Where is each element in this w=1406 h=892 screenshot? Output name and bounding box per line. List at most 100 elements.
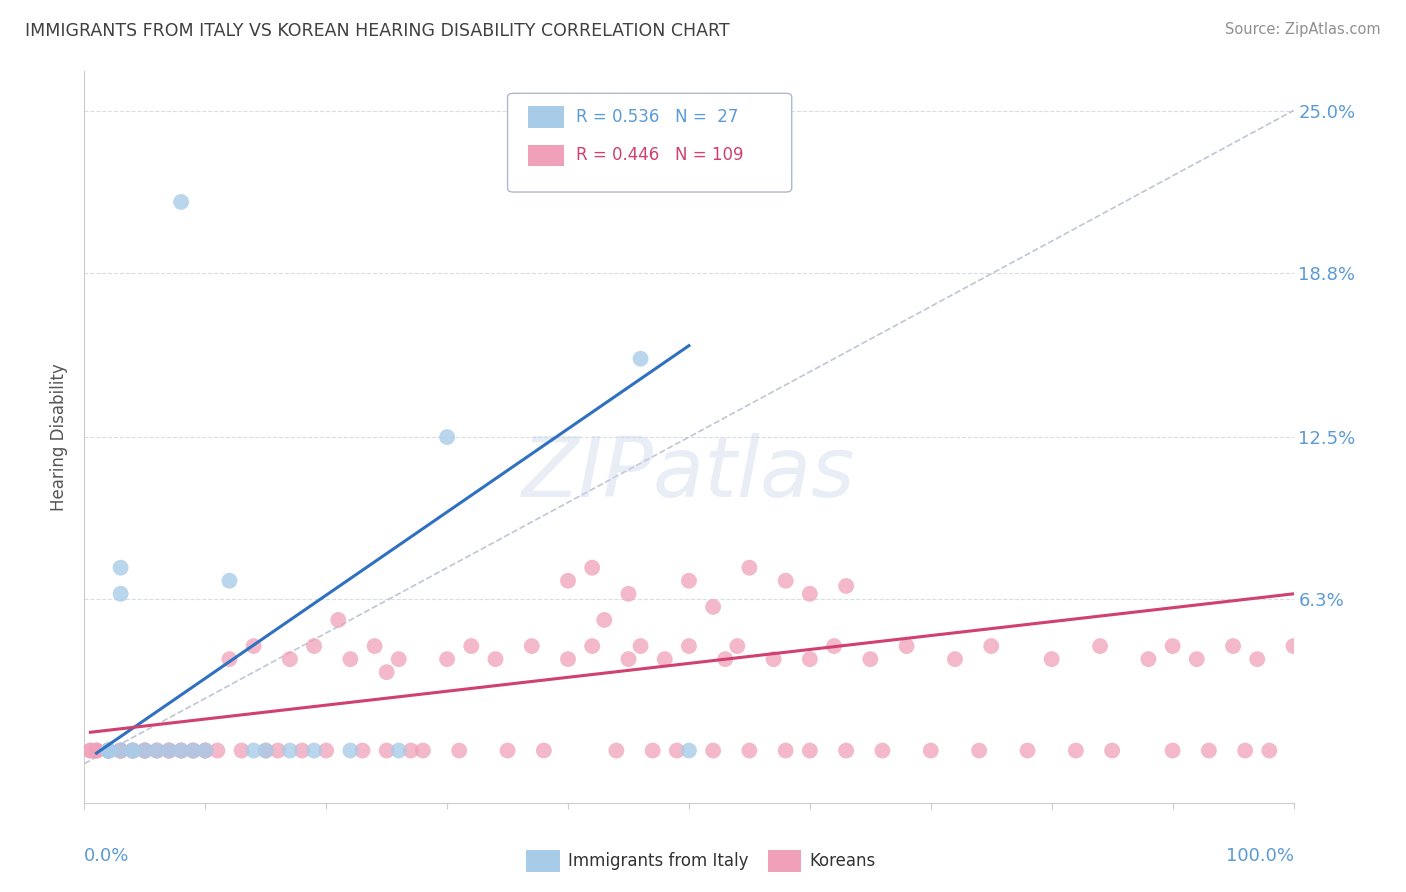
Text: ZIPatlas: ZIPatlas	[522, 434, 856, 514]
Point	[170, 743, 193, 757]
Point	[278, 652, 301, 666]
Point	[835, 743, 858, 757]
Point	[86, 743, 108, 757]
Point	[110, 743, 132, 757]
Point	[97, 743, 120, 757]
Point	[86, 743, 108, 757]
Point	[97, 743, 120, 757]
Point	[79, 743, 101, 757]
Point	[121, 743, 143, 757]
Point	[630, 351, 652, 366]
Text: Koreans: Koreans	[810, 853, 876, 871]
Point	[134, 743, 156, 757]
Point	[617, 587, 640, 601]
Point	[738, 743, 761, 757]
Point	[678, 574, 700, 588]
Point	[1161, 743, 1184, 757]
Point	[97, 743, 120, 757]
Point	[97, 743, 120, 757]
Point	[605, 743, 627, 757]
Point	[170, 743, 193, 757]
Point	[170, 743, 193, 757]
Point	[170, 194, 193, 209]
Point	[1234, 743, 1257, 757]
Point	[134, 743, 156, 757]
Point	[775, 743, 797, 757]
Point	[302, 743, 325, 757]
Point	[231, 743, 253, 757]
Point	[581, 639, 603, 653]
Point	[714, 652, 737, 666]
Point	[1222, 639, 1244, 653]
Point	[134, 743, 156, 757]
Point	[967, 743, 990, 757]
Point	[1064, 743, 1087, 757]
Text: 0.0%: 0.0%	[84, 847, 129, 864]
Bar	[526, 850, 560, 872]
Point	[339, 743, 361, 757]
Bar	[768, 850, 801, 872]
Point	[799, 587, 821, 601]
Point	[823, 639, 845, 653]
Point	[630, 639, 652, 653]
Point	[1040, 652, 1063, 666]
Point	[339, 652, 361, 666]
Point	[641, 743, 664, 757]
Point	[315, 743, 337, 757]
Point	[702, 599, 724, 614]
Point	[557, 652, 579, 666]
Point	[97, 743, 120, 757]
Point	[134, 743, 156, 757]
Point	[1088, 639, 1111, 653]
Point	[375, 665, 398, 680]
Point	[799, 743, 821, 757]
Point	[436, 430, 458, 444]
Point	[617, 652, 640, 666]
Point	[121, 743, 143, 757]
Text: R = 0.446   N = 109: R = 0.446 N = 109	[576, 146, 744, 164]
Point	[194, 743, 217, 757]
Y-axis label: Hearing Disability: Hearing Disability	[51, 363, 69, 511]
Point	[291, 743, 314, 757]
Point	[242, 743, 264, 757]
Text: Immigrants from Italy: Immigrants from Italy	[568, 853, 748, 871]
Point	[1198, 743, 1220, 757]
Point	[581, 560, 603, 574]
Point	[375, 743, 398, 757]
Point	[436, 652, 458, 666]
Point	[980, 639, 1002, 653]
Point	[278, 743, 301, 757]
Point	[97, 743, 120, 757]
Point	[775, 574, 797, 588]
Point	[194, 743, 217, 757]
Point	[218, 574, 240, 588]
Point	[218, 652, 240, 666]
Point	[110, 743, 132, 757]
Point	[254, 743, 277, 757]
Point	[399, 743, 422, 757]
Point	[146, 743, 169, 757]
Text: Source: ZipAtlas.com: Source: ZipAtlas.com	[1225, 22, 1381, 37]
Point	[872, 743, 894, 757]
Point	[678, 639, 700, 653]
Point	[412, 743, 434, 757]
Point	[157, 743, 180, 757]
Point	[496, 743, 519, 757]
Point	[146, 743, 169, 757]
Point	[328, 613, 350, 627]
Point	[1246, 652, 1268, 666]
Point	[1185, 652, 1208, 666]
FancyBboxPatch shape	[508, 94, 792, 192]
Point	[146, 743, 169, 757]
Point	[110, 743, 132, 757]
Point	[363, 639, 385, 653]
Text: 100.0%: 100.0%	[1226, 847, 1294, 864]
Point	[121, 743, 143, 757]
Point	[920, 743, 942, 757]
Point	[97, 743, 120, 757]
Point	[835, 579, 858, 593]
Point	[86, 743, 108, 757]
Point	[702, 743, 724, 757]
Point	[896, 639, 918, 653]
Point	[1282, 639, 1305, 653]
